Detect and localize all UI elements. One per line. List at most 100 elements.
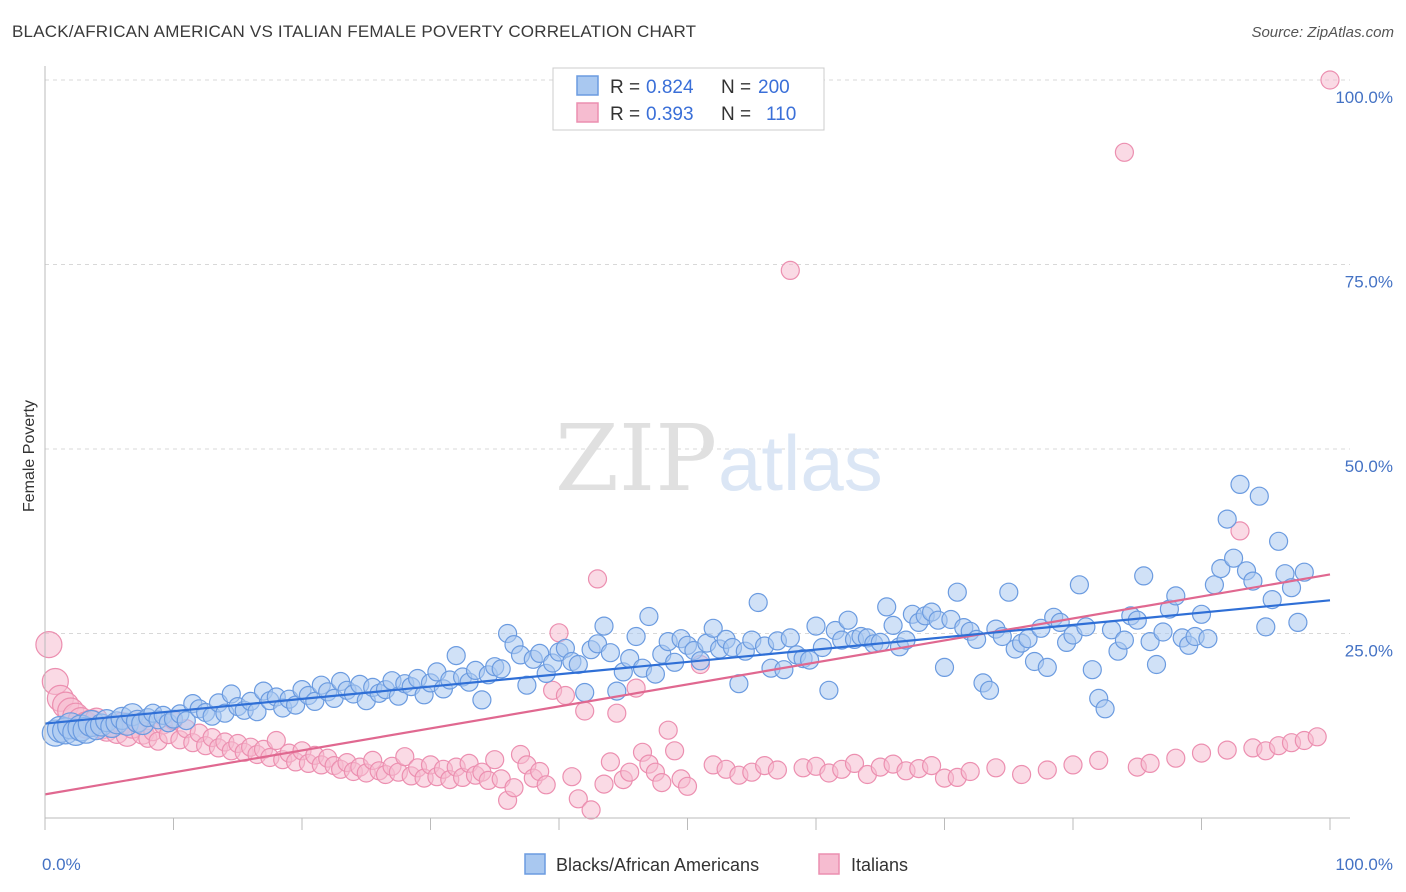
data-point (986, 758, 1006, 778)
data-point (1281, 578, 1302, 598)
data-point (568, 789, 588, 809)
legend-n-label-blue: N = (721, 77, 751, 98)
data-point (1140, 631, 1160, 652)
data-point (1146, 654, 1167, 675)
data-point (600, 643, 621, 663)
data-point (639, 606, 659, 627)
data-point (1268, 531, 1289, 551)
grid-layer (45, 79, 1350, 634)
data-point (664, 741, 685, 761)
data-point (1082, 660, 1102, 680)
data-point (960, 761, 980, 782)
data-point (35, 630, 63, 659)
data-point (568, 654, 588, 675)
data-point (607, 703, 627, 723)
data-point (652, 772, 672, 793)
data-point (1288, 612, 1308, 633)
data-point (1223, 548, 1244, 568)
data-point (581, 800, 601, 820)
data-point (1063, 755, 1083, 775)
data-point (1140, 753, 1160, 774)
data-point (626, 626, 646, 647)
data-point (530, 643, 550, 664)
data-point (780, 628, 800, 648)
data-point (1217, 509, 1237, 529)
data-point (594, 616, 614, 636)
data-point (1230, 521, 1250, 541)
y-tick-label: 50.0% (1345, 457, 1393, 476)
y-tick-label: 25.0% (1345, 642, 1393, 661)
data-point (767, 760, 788, 780)
data-point (1114, 142, 1135, 162)
legend-r-label-pink: R = (610, 104, 640, 125)
legend-r-label-blue: R = (610, 77, 640, 98)
data-point (1249, 486, 1269, 506)
data-point (176, 710, 196, 731)
data-point (1198, 629, 1218, 649)
bottom-legend-swatch-blue (524, 853, 546, 875)
data-point (491, 659, 511, 679)
data-point (1037, 657, 1057, 678)
data-point (806, 616, 826, 636)
data-point (1191, 743, 1212, 763)
data-point (645, 664, 666, 684)
legend: R = 0.824 N = 200 R = 0.393 N = 110 (552, 67, 825, 131)
legend-swatch-pink (576, 102, 599, 123)
data-point (587, 569, 608, 589)
data-point (979, 680, 1000, 700)
data-point (555, 685, 576, 706)
data-point (600, 752, 621, 772)
data-point (658, 720, 678, 740)
bottom-legend: Blacks/African Americans Italians (524, 853, 908, 875)
data-point (395, 747, 415, 767)
data-point (472, 690, 492, 710)
data-point (1069, 575, 1090, 595)
data-point (748, 592, 768, 613)
y-tick-label: 100.0% (1335, 88, 1393, 107)
data-point (703, 618, 723, 638)
data-point (1217, 740, 1237, 760)
data-point (1307, 727, 1327, 747)
legend-r-value-pink: 0.393 (646, 104, 694, 125)
data-point (594, 774, 614, 794)
bottom-legend-label-pink: Italians (851, 855, 908, 875)
data-point (780, 260, 800, 280)
y-axis-label: Female Poverty (21, 400, 38, 512)
watermark-atlas: atlas (718, 419, 883, 507)
watermark: ZIP atlas (555, 405, 883, 512)
data-point (1095, 699, 1115, 719)
data-point (1089, 750, 1109, 771)
data-point (844, 753, 865, 774)
data-point (1243, 571, 1263, 591)
y-tick-label: 75.0% (1345, 273, 1393, 292)
data-point (620, 762, 640, 782)
data-point (1256, 617, 1276, 637)
x-tick-label-min: 0.0% (42, 855, 81, 874)
bottom-legend-label-blue: Blacks/African Americans (556, 855, 759, 875)
data-point (947, 582, 967, 602)
data-point (1011, 764, 1032, 785)
legend-swatch-blue (576, 75, 599, 96)
data-point (677, 776, 698, 796)
data-point (266, 730, 286, 751)
data-point (562, 767, 582, 787)
data-point (838, 610, 858, 630)
chart-title: BLACK/AFRICAN AMERICAN VS ITALIAN FEMALE… (12, 22, 697, 41)
data-point (1134, 566, 1154, 586)
data-point (883, 615, 903, 636)
data-point (1294, 562, 1314, 582)
data-point (1320, 70, 1340, 90)
trend-line-blacks (44, 599, 1331, 725)
bottom-legend-swatch-pink (818, 853, 840, 875)
legend-n-label-pink: N = (721, 104, 751, 125)
data-point (1211, 558, 1231, 579)
chart-source: Source: ZipAtlas.com (1251, 24, 1394, 41)
legend-n-value-pink: 110 (766, 104, 796, 125)
x-tick-label-max: 100.0% (1335, 855, 1393, 874)
data-point (921, 755, 942, 776)
data-point (1166, 748, 1186, 768)
trend-line-italians (44, 573, 1331, 796)
data-point (485, 750, 505, 770)
data-point (819, 680, 839, 700)
